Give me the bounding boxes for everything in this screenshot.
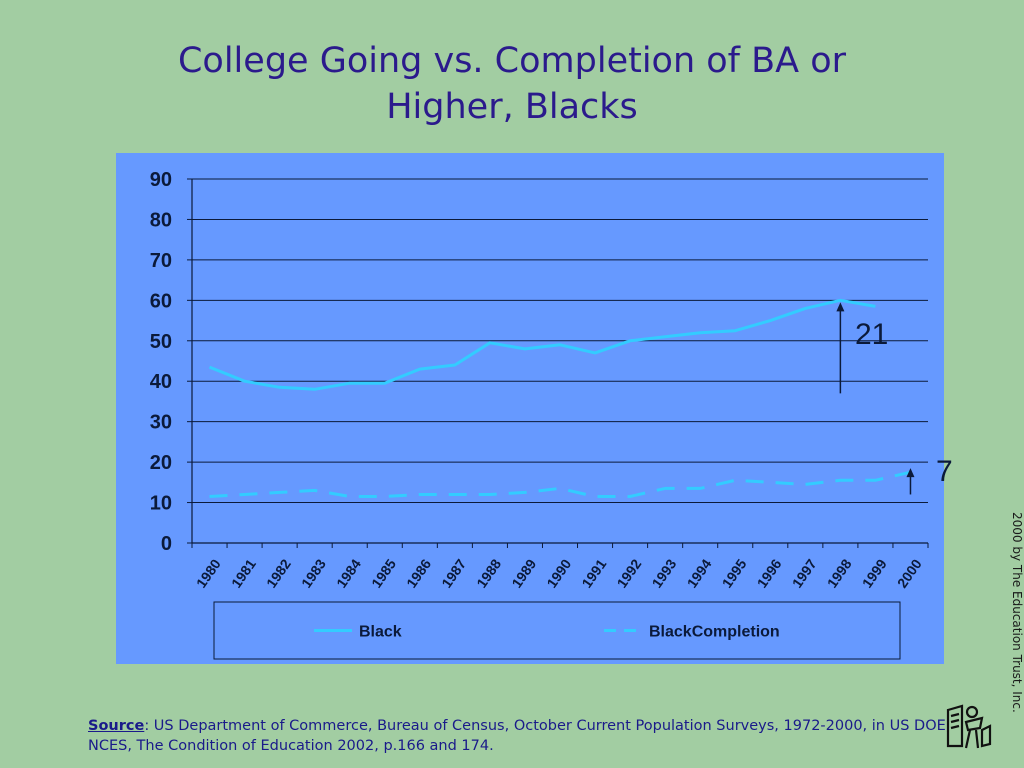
y-tick-label-0: 0: [161, 533, 172, 555]
x-tick-label-1993: 1993: [648, 556, 679, 591]
legend-label-Black: Black: [359, 624, 402, 641]
x-tick-label-1997: 1997: [789, 556, 820, 591]
callout-gap-label-21: 21: [855, 318, 889, 351]
x-tick-label-1984: 1984: [333, 556, 364, 591]
y-tick-label-10: 10: [150, 493, 172, 515]
x-tick-label-1989: 1989: [508, 556, 539, 591]
y-tick-label-30: 30: [150, 412, 172, 434]
legend-label-BlackCompletion: BlackCompletion: [649, 624, 780, 641]
x-tick-label-1994: 1994: [684, 556, 715, 591]
y-tick-label-80: 80: [150, 209, 172, 231]
x-tick-label-1999: 1999: [859, 556, 890, 591]
x-tick-label-1995: 1995: [719, 556, 750, 591]
x-tick-label-1988: 1988: [473, 556, 504, 591]
source-note: Source: US Department of Commerce, Burea…: [88, 716, 988, 756]
slide-title-line-2: Higher, Blacks: [386, 87, 638, 127]
x-tick-label-1998: 1998: [824, 556, 855, 591]
gap-arrow-2000-head: [906, 468, 915, 478]
source-label: Source: [88, 718, 145, 734]
series-line-Black: [208, 298, 876, 391]
x-tick-label-1985: 1985: [368, 556, 399, 591]
y-tick-label-60: 60: [150, 290, 172, 312]
x-tick-label-1992: 1992: [613, 556, 644, 591]
callout-gap-label-7: 7: [936, 455, 953, 488]
chart-panel: 0 10 20 30 40 50 60 70 80 90 1980 1981 1982 1983 1984 1…: [116, 153, 944, 664]
x-tick-label-1980: 1980: [193, 556, 224, 591]
y-tick-label-20: 20: [150, 452, 172, 474]
education-trust-logo-icon: [946, 704, 992, 749]
x-tick-label-1982: 1982: [263, 556, 294, 591]
x-tick-label-1987: 1987: [438, 556, 469, 591]
x-tick-label-2000: 2000: [894, 556, 925, 591]
x-tick-label-1983: 1983: [298, 556, 329, 591]
x-tick-label-1991: 1991: [578, 556, 609, 591]
series-line-BlackCompletion: [209, 470, 911, 498]
y-tick-label-50: 50: [150, 331, 172, 353]
y-tick-label-40: 40: [150, 371, 172, 393]
gap-arrow-1998-head: [836, 302, 845, 312]
x-tick-label-1986: 1986: [403, 556, 434, 591]
x-tick-label-1981: 1981: [228, 556, 259, 591]
source-text: : US Department of Commerce, Bureau of C…: [88, 718, 951, 754]
y-tick-label-90: 90: [150, 169, 172, 191]
x-tick-label-1990: 1990: [543, 556, 574, 591]
slide-title: College Going vs. Completion of BA or Hi…: [0, 38, 1024, 130]
x-tick-label-1996: 1996: [754, 556, 785, 591]
slide-title-line-1: College Going vs. Completion of BA or: [177, 41, 847, 81]
copyright-credit: 2000 by The Education Trust, Inc.: [1010, 512, 1024, 713]
y-tick-label-70: 70: [150, 250, 172, 272]
